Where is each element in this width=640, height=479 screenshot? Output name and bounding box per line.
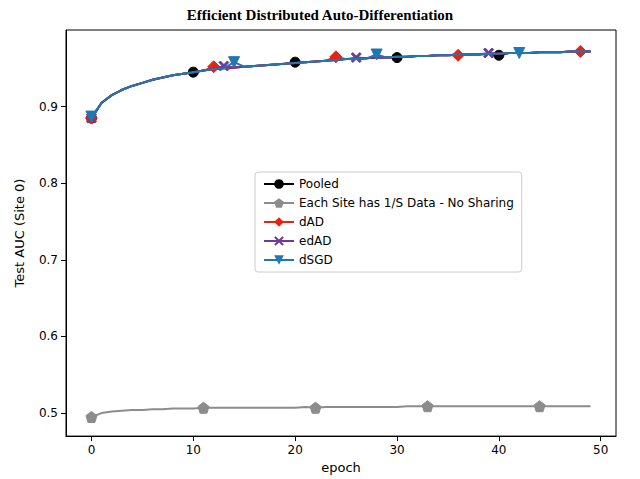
svg-text:20: 20 [288, 443, 303, 457]
svg-text:0.5: 0.5 [39, 406, 58, 420]
svg-text:Each Site has 1/S Data - No Sh: Each Site has 1/S Data - No Sharing [299, 196, 514, 210]
svg-text:0.9: 0.9 [39, 100, 58, 114]
svg-text:50: 50 [593, 443, 608, 457]
svg-text:Test AUC (Site 0): Test AUC (Site 0) [12, 179, 27, 289]
svg-text:0: 0 [88, 443, 96, 457]
svg-text:0.7: 0.7 [39, 253, 58, 267]
svg-text:epoch: epoch [321, 460, 361, 475]
svg-text:30: 30 [389, 443, 404, 457]
svg-text:dSGD: dSGD [299, 253, 333, 267]
svg-text:Efficient Distributed Auto-Dif: Efficient Distributed Auto-Differentiati… [187, 7, 454, 23]
svg-text:Pooled: Pooled [299, 177, 339, 191]
svg-text:0.8: 0.8 [39, 176, 58, 190]
svg-text:edAD: edAD [299, 234, 331, 248]
svg-text:0.6: 0.6 [39, 329, 58, 343]
svg-text:10: 10 [186, 443, 201, 457]
svg-text:dAD: dAD [299, 215, 324, 229]
svg-text:40: 40 [491, 443, 506, 457]
